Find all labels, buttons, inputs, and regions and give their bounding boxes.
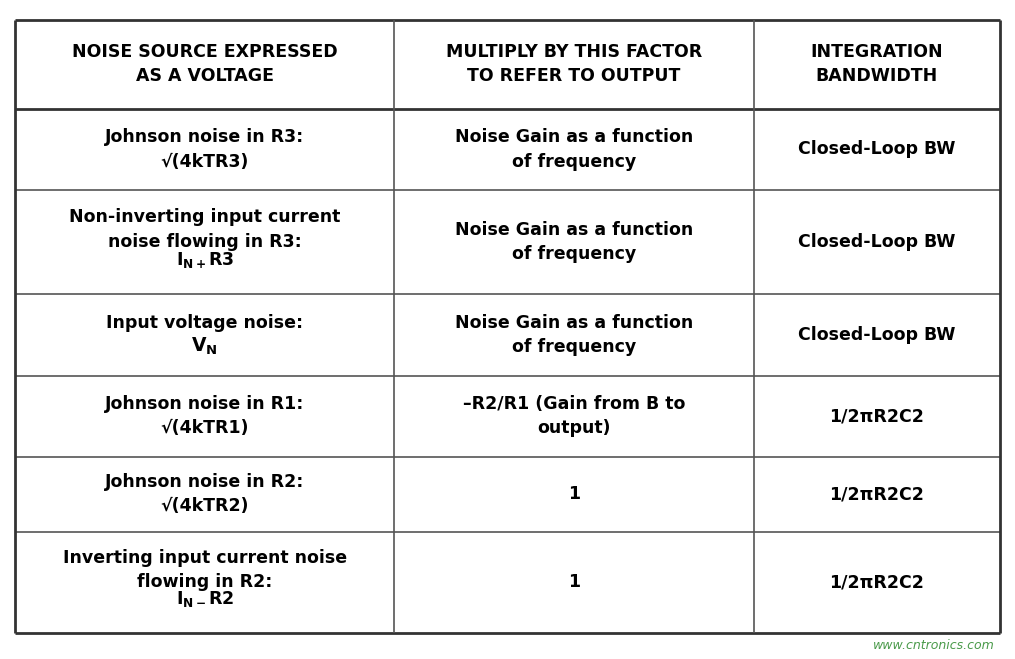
Text: Non-inverting input current
noise flowing in R3:: Non-inverting input current noise flowin… [69, 208, 340, 250]
Text: Noise Gain as a function
of frequency: Noise Gain as a function of frequency [455, 314, 693, 356]
Text: Noise Gain as a function
of frequency: Noise Gain as a function of frequency [455, 129, 693, 171]
Text: Johnson noise in R3:
√(4kTR3): Johnson noise in R3: √(4kTR3) [106, 129, 304, 171]
Text: Johnson noise in R2:
√(4kTR2): Johnson noise in R2: √(4kTR2) [106, 473, 304, 515]
Text: INTEGRATION
BANDWIDTH: INTEGRATION BANDWIDTH [810, 43, 943, 86]
Text: Inverting input current noise
flowing in R2:: Inverting input current noise flowing in… [63, 549, 347, 591]
Text: www.cntronics.com: www.cntronics.com [873, 639, 995, 652]
Text: NOISE SOURCE EXPRESSED
AS A VOLTAGE: NOISE SOURCE EXPRESSED AS A VOLTAGE [72, 43, 338, 86]
Text: 1: 1 [568, 573, 580, 591]
Text: Closed-Loop BW: Closed-Loop BW [798, 140, 955, 158]
Text: Johnson noise in R1:
√(4kTR1): Johnson noise in R1: √(4kTR1) [106, 395, 304, 438]
Text: 1/2πR2C2: 1/2πR2C2 [829, 407, 924, 425]
Text: MULTIPLY BY THIS FACTOR
TO REFER TO OUTPUT: MULTIPLY BY THIS FACTOR TO REFER TO OUTP… [446, 43, 702, 86]
Text: 1: 1 [568, 485, 580, 503]
Text: $\mathbf{I_{N+}}$$\mathbf{R3}$: $\mathbf{I_{N+}}$$\mathbf{R3}$ [176, 250, 233, 270]
Text: $\mathbf{I_{N-}}$$\mathbf{R2}$: $\mathbf{I_{N-}}$$\mathbf{R2}$ [176, 589, 233, 609]
Text: Closed-Loop BW: Closed-Loop BW [798, 233, 955, 251]
Text: –R2/R1 (Gain from B to
output): –R2/R1 (Gain from B to output) [463, 395, 685, 438]
Text: $\mathbf{V_N}$: $\mathbf{V_N}$ [192, 336, 218, 357]
Text: 1/2πR2C2: 1/2πR2C2 [829, 573, 924, 591]
Text: Input voltage noise:: Input voltage noise: [107, 314, 303, 332]
Text: Noise Gain as a function
of frequency: Noise Gain as a function of frequency [455, 221, 693, 264]
Text: Closed-Loop BW: Closed-Loop BW [798, 326, 955, 344]
Text: 1/2πR2C2: 1/2πR2C2 [829, 485, 924, 503]
